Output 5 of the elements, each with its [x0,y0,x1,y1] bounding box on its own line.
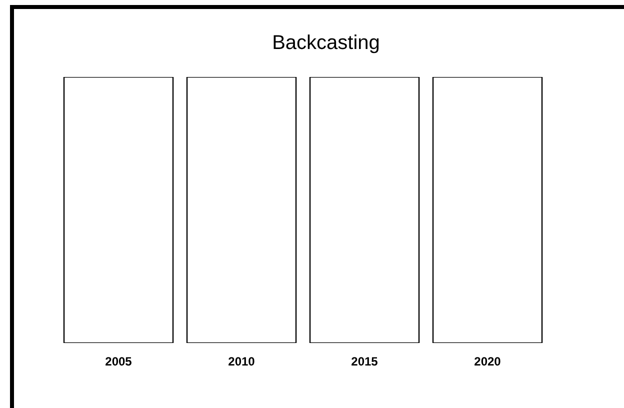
x-tick-label: 2005 [105,354,132,369]
x-tick-label: 2010 [228,354,256,369]
x-tick-label: 2015 [351,354,378,369]
x-tick-label: 2020 [474,354,502,369]
chart-title: Backcasting [271,32,381,55]
